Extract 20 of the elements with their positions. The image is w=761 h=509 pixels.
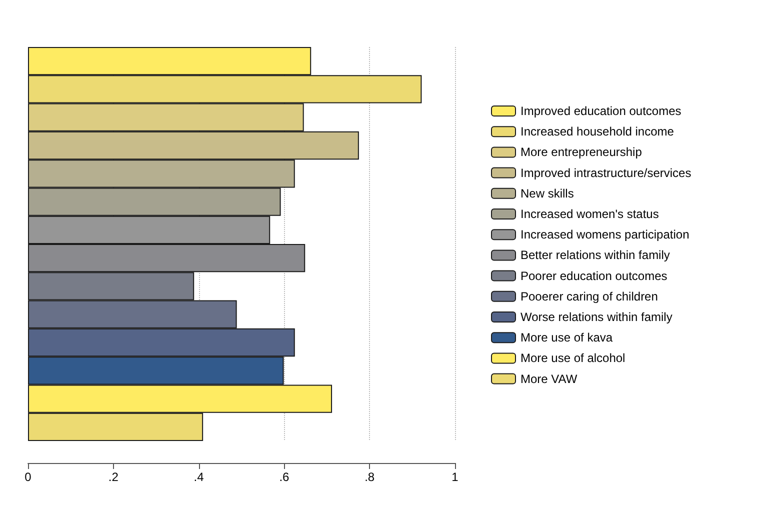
x-tick-label: 1: [452, 470, 459, 484]
legend-label: Increased women's status: [520, 207, 659, 221]
legend-label: More VAW: [520, 372, 578, 386]
legend-label: Worse relations within family: [520, 310, 672, 324]
legend-label: Increased womens participation: [520, 228, 690, 242]
legend-label: Pooerer caring of children: [520, 289, 658, 304]
x-tick-label: .6: [279, 470, 290, 484]
legend-label: New skills: [520, 186, 574, 200]
legend-label: More entrepreneurship: [520, 145, 642, 160]
x-tick-label: .8: [364, 470, 375, 484]
legend-label: Improved intrastructure/services: [520, 166, 692, 180]
legend-label: Better relations within family: [520, 248, 670, 262]
legend-label: More use of alcohol: [520, 351, 626, 366]
x-tick-label: .2: [108, 470, 119, 484]
x-tick-label: 0: [24, 470, 32, 484]
legend-label: More use of kava: [520, 330, 613, 345]
legend-label: Increased household income: [520, 124, 674, 139]
legend-label: Poorer education outcomes: [520, 268, 668, 283]
legend-label: Improved education outcomes: [520, 104, 682, 118]
x-tick-label: .4: [194, 470, 204, 484]
